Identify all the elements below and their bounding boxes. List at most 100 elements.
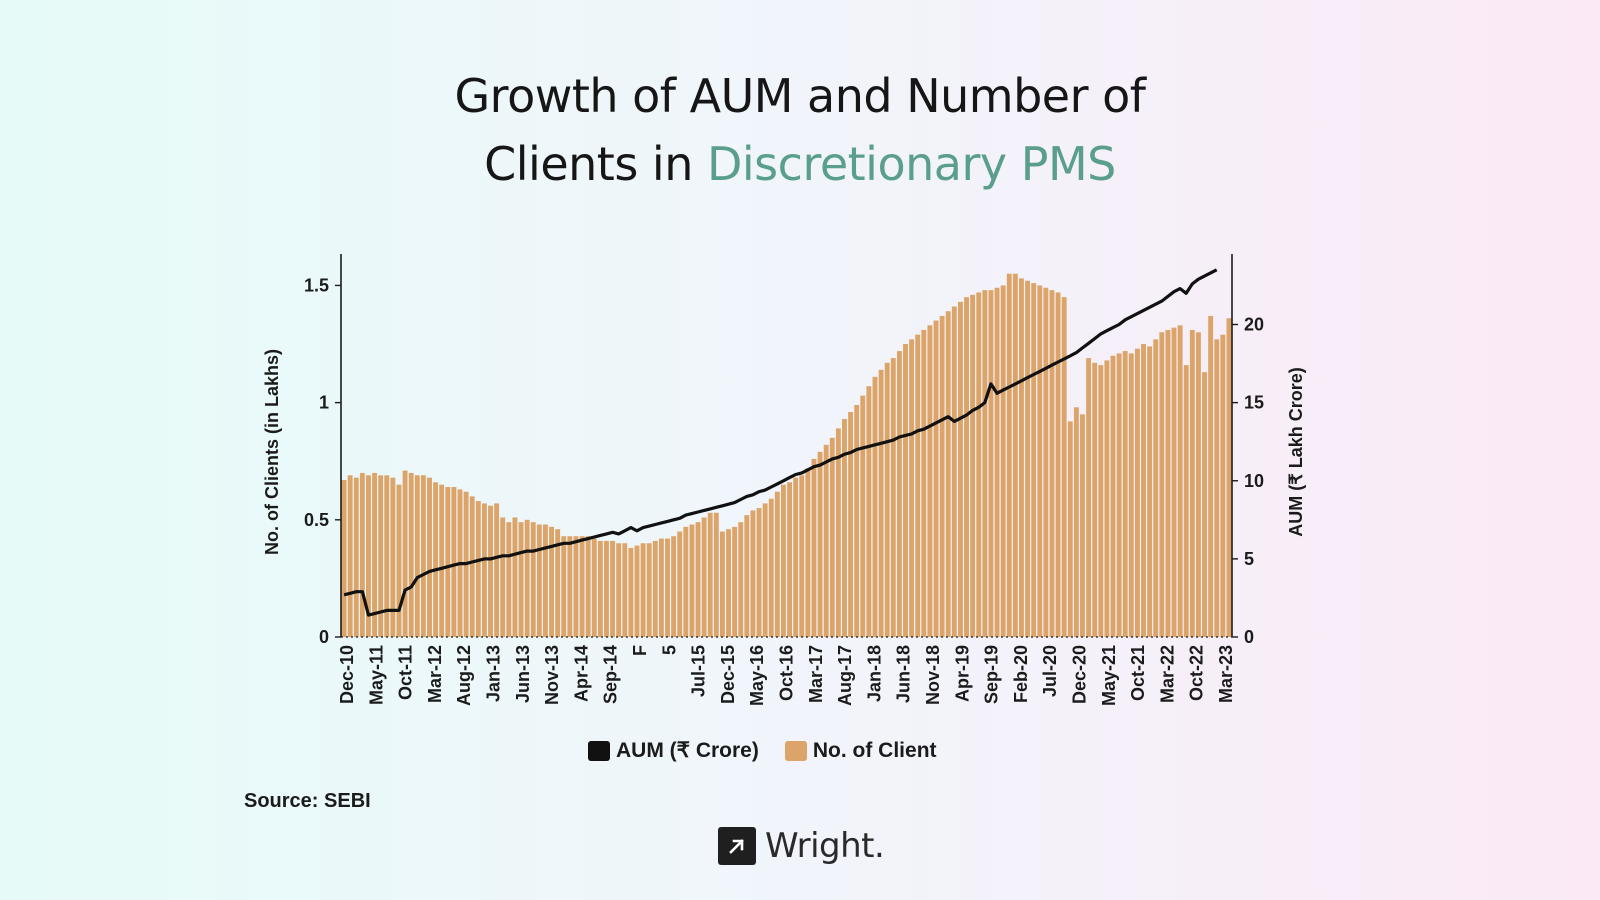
client-bar [1061, 297, 1067, 637]
client-bar [866, 386, 872, 637]
client-bar [1073, 407, 1079, 637]
x-tick-label: Sep-14 [601, 645, 621, 704]
client-bar [646, 543, 652, 637]
client-bar [1220, 334, 1226, 637]
client-bar [1031, 283, 1037, 637]
y-tick-label: 0 [319, 627, 329, 647]
client-bar [1006, 273, 1012, 637]
client-bar [579, 536, 585, 637]
legend-label-clients: No. of Client [812, 738, 937, 762]
client-bar [536, 524, 542, 637]
client-bar [549, 526, 554, 637]
client-bar [378, 475, 384, 637]
client-bar [695, 522, 701, 637]
client-bar [732, 526, 738, 637]
client-bar [976, 292, 982, 637]
client-bar [518, 522, 524, 637]
client-bar [359, 472, 365, 637]
client-bar [1165, 329, 1171, 637]
client-bar [384, 475, 390, 637]
client-bar [787, 482, 792, 637]
y2-axis-label: AUM (₹ Lakh Crore) [1286, 367, 1306, 536]
axes: 0 0.5 1 1.5 0 5 10 15 20 Dec-10 May-11 Oct-11 Mar-12… [304, 254, 1264, 706]
client-bar [1171, 327, 1177, 638]
client-bar [414, 475, 420, 637]
x-tick-label: Aug-12 [454, 645, 474, 706]
client-bar [640, 543, 646, 637]
client-bar [366, 475, 371, 637]
x-tick-label: Mar-17 [806, 645, 826, 703]
client-bar [781, 484, 786, 637]
client-bar [402, 470, 408, 637]
chart-title: Growth of AUM and Number of Clients in D… [0, 62, 1600, 198]
client-bar [506, 522, 512, 637]
source-note: Source: SEBI [244, 790, 371, 812]
client-bar [475, 501, 481, 637]
client-bar [604, 540, 609, 637]
client-bar [433, 482, 439, 637]
client-bar [933, 320, 939, 637]
y2-tick-label: 0 [1244, 627, 1254, 647]
client-bar [1055, 292, 1061, 637]
client-bar [353, 477, 359, 638]
client-bar [390, 477, 396, 638]
client-bar [445, 487, 451, 637]
legend-swatch-aum [588, 740, 610, 761]
client-bar [481, 503, 487, 637]
x-tick-label: May-21 [1099, 645, 1119, 706]
client-bar [713, 512, 719, 637]
client-bar [451, 487, 457, 637]
client-bar [903, 344, 908, 637]
client-bar [872, 376, 878, 637]
client-bar [878, 369, 884, 637]
client-bar [957, 301, 963, 637]
x-tick-label: Apr-14 [571, 645, 591, 702]
legend-item-clients: No. of Client [784, 738, 937, 763]
client-bar [1134, 348, 1140, 637]
x-tick-label: Oct-21 [1128, 645, 1148, 701]
client-bar [396, 484, 402, 637]
chart-legend: AUM (₹ Crore) No. of Client [588, 738, 937, 763]
client-bar [945, 311, 951, 637]
x-tick-label: Dec-15 [718, 645, 738, 704]
title-highlight: Discretionary PMS [706, 137, 1116, 191]
client-bar [1214, 339, 1220, 637]
client-bar [500, 517, 506, 637]
client-bar [530, 522, 536, 637]
client-bars [341, 273, 1232, 638]
client-bar [1177, 325, 1183, 637]
client-bar [829, 437, 835, 637]
client-bar [768, 498, 774, 637]
client-bar [750, 510, 756, 637]
client-bar [994, 287, 1000, 637]
x-tick-label: Jun-13 [513, 645, 533, 703]
client-bar [1012, 273, 1018, 637]
legend-swatch-clients [784, 740, 807, 761]
client-bar [896, 351, 902, 637]
client-bar [793, 477, 799, 638]
client-bar [817, 451, 823, 637]
client-bar [665, 538, 670, 637]
client-bar [1043, 287, 1049, 637]
client-bar [1019, 278, 1024, 637]
client-bar [1000, 285, 1006, 637]
client-bar [1141, 344, 1146, 637]
client-bar [1025, 280, 1031, 637]
client-bar [951, 306, 957, 637]
arrow-up-right-icon [718, 827, 756, 865]
client-bar [1153, 339, 1159, 637]
client-bar [884, 362, 890, 637]
client-bar [427, 477, 432, 638]
client-bar [1147, 346, 1153, 637]
x-tick-label: Dec-20 [1070, 645, 1090, 704]
y2-tick-label: 15 [1244, 393, 1264, 413]
x-tick-label: Mar-23 [1216, 645, 1236, 703]
client-bar [573, 536, 579, 637]
client-bar [671, 536, 677, 637]
client-bar [494, 503, 500, 637]
client-bar [439, 484, 445, 637]
client-bar [890, 358, 896, 637]
x-tick-label: Mar-12 [425, 645, 445, 703]
client-bar [762, 503, 768, 637]
client-bar [408, 472, 414, 637]
